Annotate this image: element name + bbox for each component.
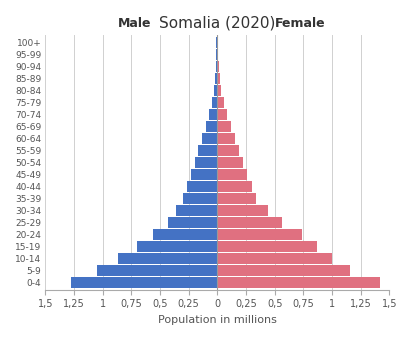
Bar	[218, 73, 220, 84]
Bar	[97, 266, 218, 276]
Bar	[70, 277, 218, 288]
Bar	[215, 62, 218, 72]
Bar	[195, 157, 218, 168]
Bar	[209, 109, 218, 120]
Bar	[218, 217, 281, 227]
Bar	[215, 73, 218, 84]
Bar	[218, 193, 256, 204]
Text: Female: Female	[274, 17, 325, 30]
Bar	[218, 182, 252, 192]
Bar	[218, 241, 317, 252]
Bar	[183, 193, 218, 204]
Bar	[218, 98, 224, 108]
Bar	[191, 169, 218, 180]
Bar	[212, 98, 218, 108]
Bar	[137, 241, 218, 252]
Bar	[218, 85, 221, 96]
Bar	[216, 49, 218, 60]
Bar	[218, 121, 230, 132]
Bar	[218, 205, 268, 216]
Bar	[218, 230, 302, 240]
Bar	[214, 85, 218, 96]
Bar	[153, 230, 218, 240]
Bar	[218, 133, 234, 143]
Bar	[199, 146, 218, 156]
Bar	[218, 266, 350, 276]
Title: Somalia (2020): Somalia (2020)	[159, 15, 276, 30]
Bar	[218, 253, 332, 264]
Bar	[218, 157, 243, 168]
Bar	[206, 121, 218, 132]
Bar	[176, 205, 218, 216]
Bar	[218, 277, 380, 288]
X-axis label: Population in millions: Population in millions	[158, 315, 277, 325]
Bar	[218, 62, 219, 72]
Bar	[168, 217, 218, 227]
Bar	[187, 182, 218, 192]
Bar	[218, 146, 239, 156]
Bar	[202, 133, 218, 143]
Text: Male: Male	[118, 17, 152, 30]
Bar	[117, 253, 218, 264]
Bar	[218, 169, 246, 180]
Bar	[218, 109, 227, 120]
Bar	[216, 37, 218, 48]
